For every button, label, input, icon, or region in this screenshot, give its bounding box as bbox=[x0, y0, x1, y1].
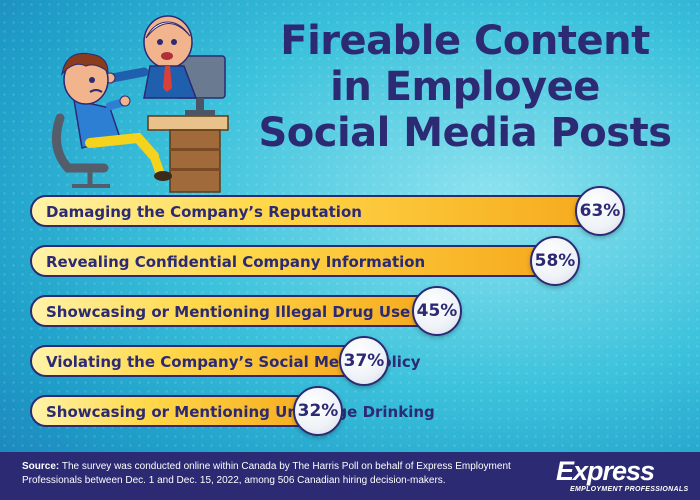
source-text: The survey was conducted online within C… bbox=[22, 461, 511, 486]
bar-row: Violating the Company’s Social Media Pol… bbox=[30, 336, 421, 386]
bar-value-badge: 32% bbox=[293, 386, 343, 436]
bar-value-badge: 37% bbox=[339, 336, 389, 386]
bar: Violating the Company’s Social Media Pol… bbox=[30, 345, 421, 377]
source-label: Source: bbox=[22, 461, 60, 472]
chart-title: Fireable Content in Employee Social Medi… bbox=[240, 18, 690, 156]
bar-category-label: Showcasing or Mentioning Illegal Drug Us… bbox=[46, 303, 411, 321]
bar-value-badge: 63% bbox=[575, 186, 625, 236]
bar-row: Damaging the Company’s Reputation 63% bbox=[30, 186, 633, 236]
boss-yelling-illustration bbox=[51, 15, 229, 193]
bar: Revealing Confidential Company Informati… bbox=[30, 245, 558, 277]
title-line-2: in Employee bbox=[330, 64, 600, 110]
bar-row: Showcasing or Mentioning Underage Drinki… bbox=[30, 386, 435, 436]
logo-tagline: EMPLOYMENT PROFESSIONALS bbox=[570, 486, 689, 493]
footer: Source: The survey was conducted online … bbox=[0, 452, 700, 500]
logo-name: Express bbox=[556, 456, 655, 486]
source-note: Source: The survey was conducted online … bbox=[22, 460, 542, 488]
bar-category-label: Violating the Company’s Social Media Pol… bbox=[46, 353, 421, 371]
title-line-3: Social Media Posts bbox=[258, 110, 672, 156]
bar: Showcasing or Mentioning Illegal Drug Us… bbox=[30, 295, 440, 327]
title-line-1: Fireable Content bbox=[280, 18, 650, 64]
bar-row: Showcasing or Mentioning Illegal Drug Us… bbox=[30, 286, 470, 336]
bar: Showcasing or Mentioning Underage Drinki… bbox=[30, 395, 435, 427]
bar-value-badge: 58% bbox=[530, 236, 580, 286]
bar-category-label: Damaging the Company’s Reputation bbox=[46, 203, 362, 221]
bar-value-badge: 45% bbox=[412, 286, 462, 336]
bar: Damaging the Company’s Reputation bbox=[30, 195, 603, 227]
bar-row: Revealing Confidential Company Informati… bbox=[30, 236, 588, 286]
bar-category-label: Showcasing or Mentioning Underage Drinki… bbox=[46, 403, 435, 421]
bar-category-label: Revealing Confidential Company Informati… bbox=[46, 253, 426, 271]
express-logo: Express EMPLOYMENT PROFESSIONALS bbox=[556, 456, 696, 498]
